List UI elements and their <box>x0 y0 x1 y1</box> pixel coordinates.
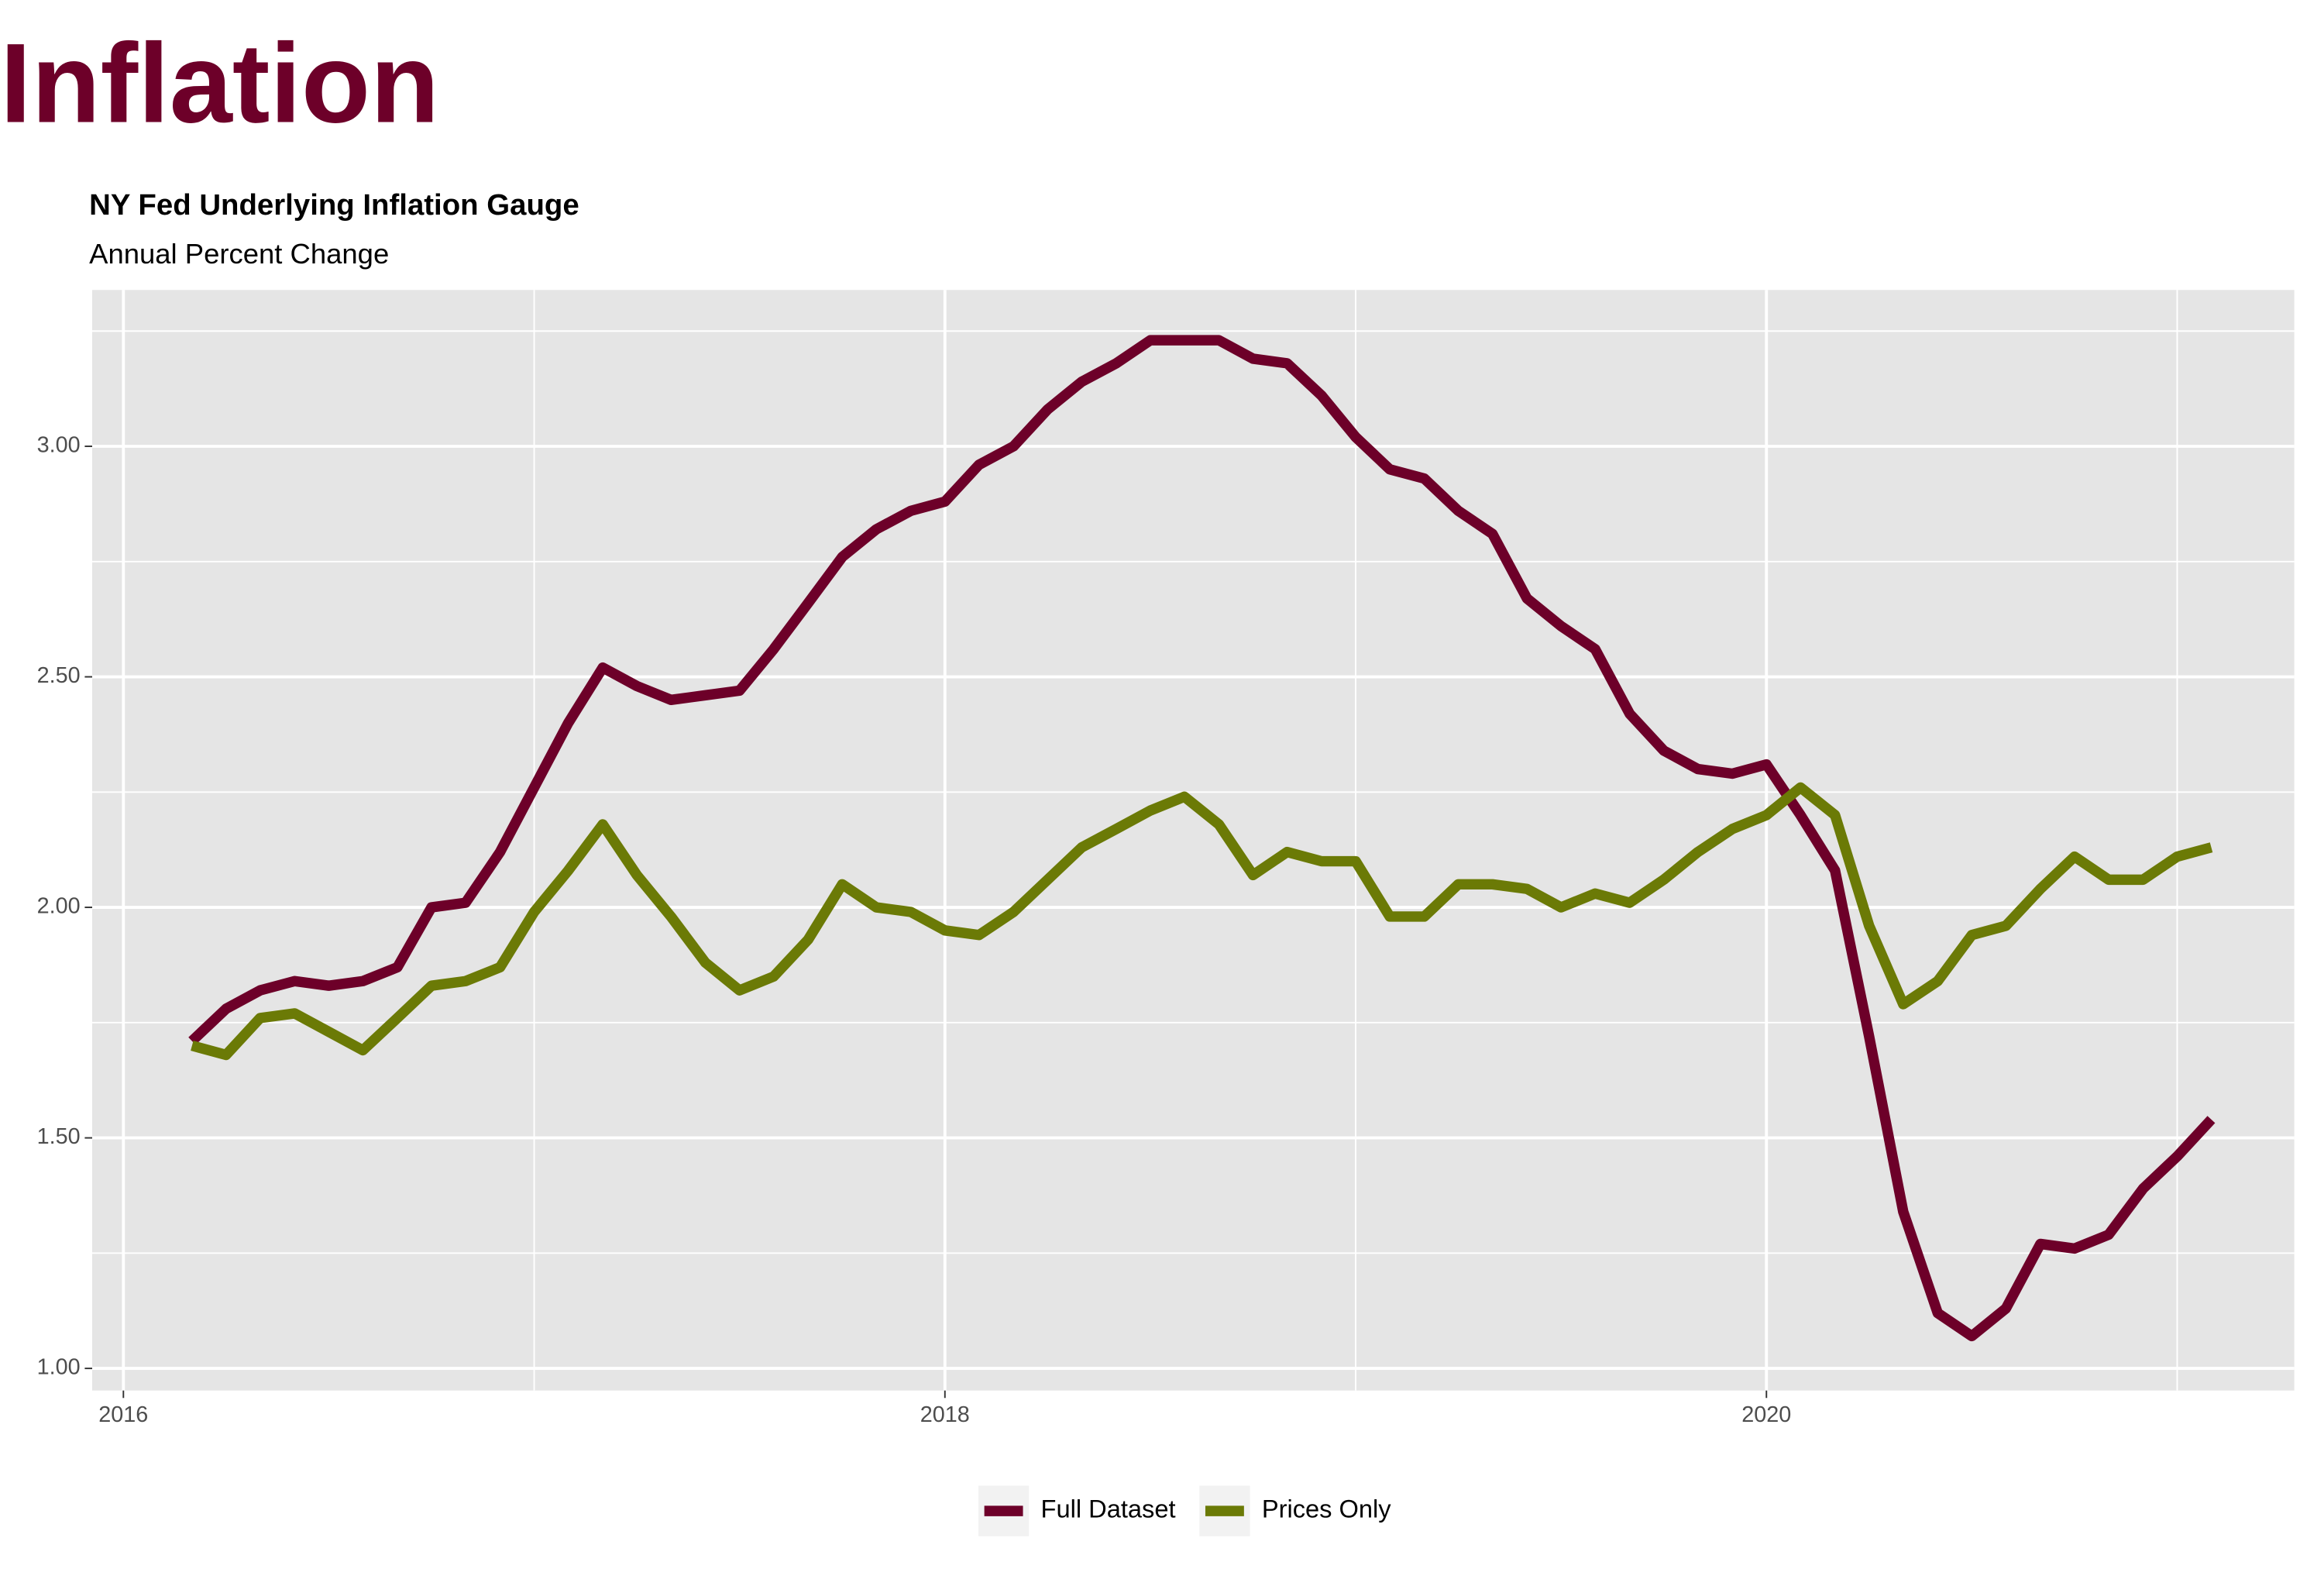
legend-label: Full Dataset <box>1041 1495 1176 1523</box>
y-tick-label: 2.00 <box>37 894 81 919</box>
x-tick-label: 2016 <box>98 1402 148 1427</box>
x-tick-label: 2020 <box>1741 1402 1791 1427</box>
page-title: Inflation <box>0 20 439 146</box>
x-tick-label: 2018 <box>920 1402 970 1427</box>
line-series <box>188 335 2216 1342</box>
plot-panel <box>92 290 2295 1391</box>
y-tick-label: 1.00 <box>37 1355 81 1380</box>
chart-title: NY Fed Underlying Inflation Gauge <box>89 188 579 222</box>
line-series <box>191 782 2213 1061</box>
y-tick-label: 2.50 <box>37 663 81 688</box>
chart-subtitle: Annual Percent Change <box>89 238 389 270</box>
legend-label: Prices Only <box>1262 1495 1391 1523</box>
y-tick-label: 3.00 <box>37 433 81 458</box>
y-tick-label: 1.50 <box>37 1124 81 1149</box>
